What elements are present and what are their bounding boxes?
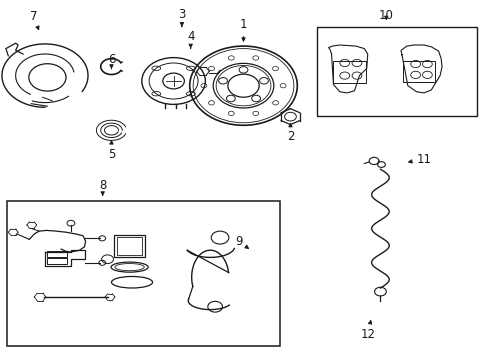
Bar xyxy=(47,258,67,264)
Text: 10: 10 xyxy=(378,9,393,22)
Bar xyxy=(7,201,280,346)
Bar xyxy=(47,251,67,257)
Text: 9: 9 xyxy=(234,235,248,248)
Text: 8: 8 xyxy=(99,179,106,195)
Text: 2: 2 xyxy=(286,123,294,143)
Bar xyxy=(332,61,365,83)
Bar xyxy=(117,237,142,255)
Text: 4: 4 xyxy=(186,30,194,48)
Text: 3: 3 xyxy=(178,8,185,27)
Text: 5: 5 xyxy=(107,141,115,161)
Text: 1: 1 xyxy=(239,18,247,41)
Text: 6: 6 xyxy=(107,53,115,69)
Bar xyxy=(114,235,145,257)
Text: 11: 11 xyxy=(408,153,431,166)
Bar xyxy=(316,27,476,116)
Bar xyxy=(402,61,434,82)
Text: 7: 7 xyxy=(29,10,39,30)
Text: 12: 12 xyxy=(360,320,374,341)
